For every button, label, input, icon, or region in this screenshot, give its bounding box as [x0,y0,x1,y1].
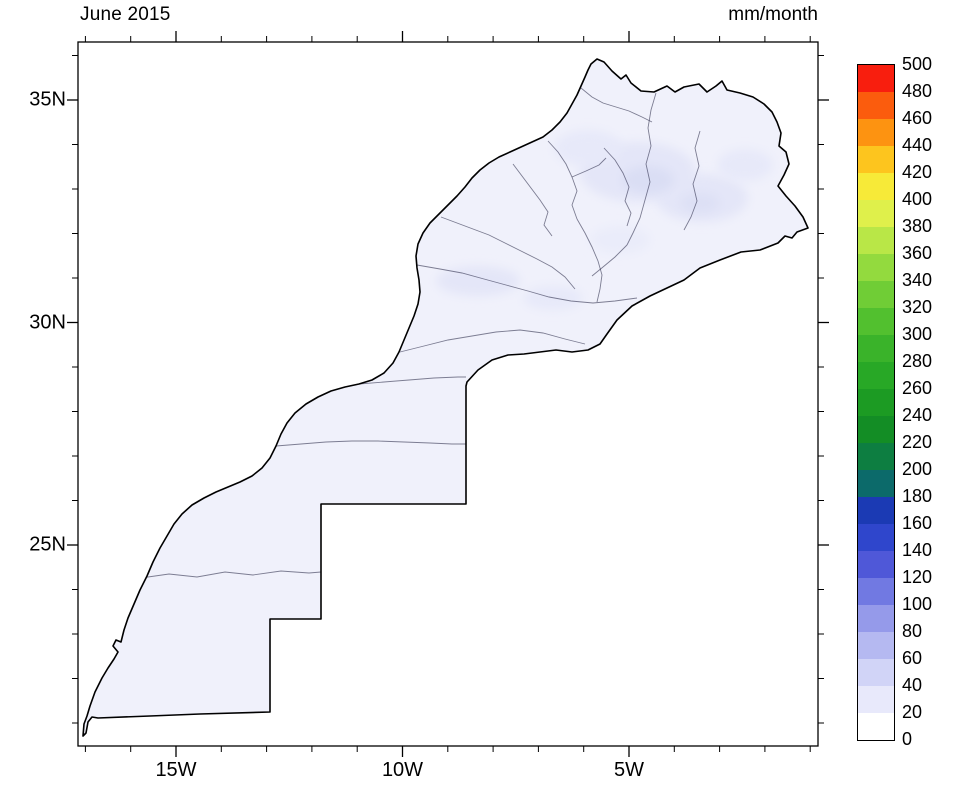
colorbar-tick-label: 0 [902,729,913,749]
colorbar-segment [858,470,894,497]
colorbar-tick-label: 260 [902,378,933,398]
colorbar-segment [858,281,894,308]
colorbar-segment [858,686,894,713]
colorbar-tick-label: 100 [902,594,933,614]
precip-patch [680,193,720,213]
precip-patch [554,130,622,166]
colorbar-tick-label: 360 [902,243,933,263]
colorbar-segment [858,659,894,686]
colorbar-tick-label: 460 [902,108,933,128]
colorbar-segment [858,146,894,173]
colorbar-segment [858,497,894,524]
colorbar-tick-label: 400 [902,189,933,209]
colorbar-segment [858,389,894,416]
country-outline [82,58,809,737]
precip-patch [622,166,674,194]
colorbar-segment [858,119,894,146]
colorbar-tick-label: 340 [902,270,933,290]
colorbar-segment [858,416,894,443]
colorbar-tick-label: 440 [902,135,933,155]
x-axis-label: 5W [614,759,644,781]
colorbar-segment [858,524,894,551]
precip-patch [436,266,520,296]
x-axis-label: 15W [155,759,197,781]
colorbar-tick-label: 200 [902,459,933,479]
colorbar-tick-label: 120 [902,567,933,587]
colorbar-tick-label: 220 [902,432,933,452]
colorbar-segment [858,443,894,470]
colorbar-segment [858,65,894,92]
colorbar-tick-label: 500 [902,54,933,74]
colorbar-tick-label: 180 [902,486,933,506]
colorbar-tick-label: 20 [902,702,923,722]
colorbar-segment [858,92,894,119]
colorbar-tick-label: 420 [902,162,933,182]
colorbar-segment [858,308,894,335]
colorbar-segment [858,632,894,659]
colorbar-tick-label: 480 [902,81,933,101]
colorbar-segment [858,362,894,389]
colorbar-segment [858,173,894,200]
colorbar-segment [858,254,894,281]
colorbar-tick-label: 40 [902,675,923,695]
colorbar-tick-label: 80 [902,621,923,641]
y-axis-label: 35N [29,88,66,111]
units-label: mm/month [728,4,818,25]
colorbar-segment [858,200,894,227]
plot-title: June 2015 [80,4,171,25]
y-axis-label: 25N [29,533,66,556]
colorbar [857,64,895,741]
colorbar-tick-label: 60 [902,648,923,668]
x-axis-label: 10W [381,759,424,781]
colorbar-segment [858,227,894,254]
colorbar-segment [858,605,894,632]
precip-patch [590,226,650,254]
axis-ticks [67,31,829,757]
colorbar-tick-label: 320 [902,297,933,317]
country-fill [83,59,808,736]
colorbar-tick-label: 280 [902,351,933,371]
colorbar-tick-label: 140 [902,540,933,560]
colorbar-tick-label: 380 [902,216,933,236]
colorbar-tick-label: 240 [902,405,933,425]
y-axis-label: 30N [29,311,66,333]
precip-patch [717,149,773,181]
colorbar-segment [858,335,894,362]
colorbar-tick-label: 300 [902,324,933,344]
colorbar-segment [858,578,894,605]
colorbar-tick-label: 160 [902,513,933,533]
colorbar-segment [858,551,894,578]
colorbar-segment [858,713,894,740]
admin-boundaries [140,87,701,579]
